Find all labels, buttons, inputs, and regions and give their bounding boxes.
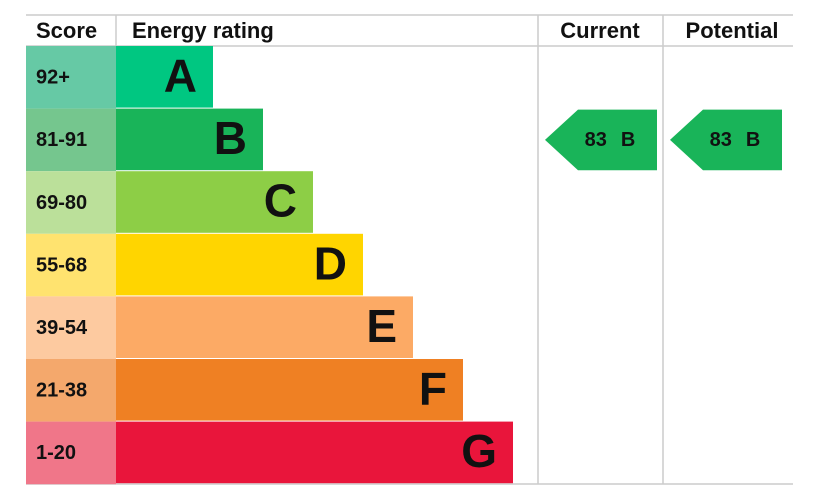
score-cell [26, 359, 116, 422]
current-value: 83 [585, 129, 607, 151]
potential-value: 83 [710, 129, 732, 151]
score-label: 55-68 [36, 254, 87, 276]
potential-band: B [746, 129, 760, 151]
rating-bar [116, 171, 313, 233]
band-letter: A [164, 49, 197, 101]
score-label: 1-20 [36, 442, 76, 464]
score-label: 81-91 [36, 129, 87, 151]
rating-bar [116, 233, 363, 296]
band-letter: E [366, 300, 397, 352]
band-letter: G [461, 425, 497, 477]
band-letter: B [214, 112, 247, 164]
rating-bar [116, 359, 463, 421]
band-letter: D [314, 237, 347, 289]
score-cell [26, 296, 116, 359]
score-cell [26, 46, 116, 109]
score-cell [26, 171, 116, 234]
band-letter: C [264, 175, 297, 227]
header-score: Score [36, 18, 97, 43]
score-label: 39-54 [36, 317, 88, 339]
score-cell [26, 421, 116, 485]
rating-bar [116, 421, 513, 484]
potential-label: 83 B [710, 129, 761, 151]
current-arrow [545, 109, 657, 171]
potential-arrow [670, 109, 782, 171]
header-rating: Energy rating [132, 18, 274, 43]
score-label: 21-38 [36, 380, 87, 402]
band-letter: F [419, 362, 447, 414]
header-current: Current [560, 18, 640, 43]
score-cell [26, 108, 116, 172]
header-potential: Potential [686, 18, 779, 43]
score-label: 69-80 [36, 192, 87, 214]
current-band: B [621, 129, 635, 151]
rating-bar [116, 296, 413, 358]
rating-bar [116, 108, 263, 171]
current-label: 83 B [585, 129, 636, 151]
score-cell [26, 233, 116, 297]
score-label: 92+ [36, 67, 70, 89]
rating-bar [116, 46, 213, 108]
